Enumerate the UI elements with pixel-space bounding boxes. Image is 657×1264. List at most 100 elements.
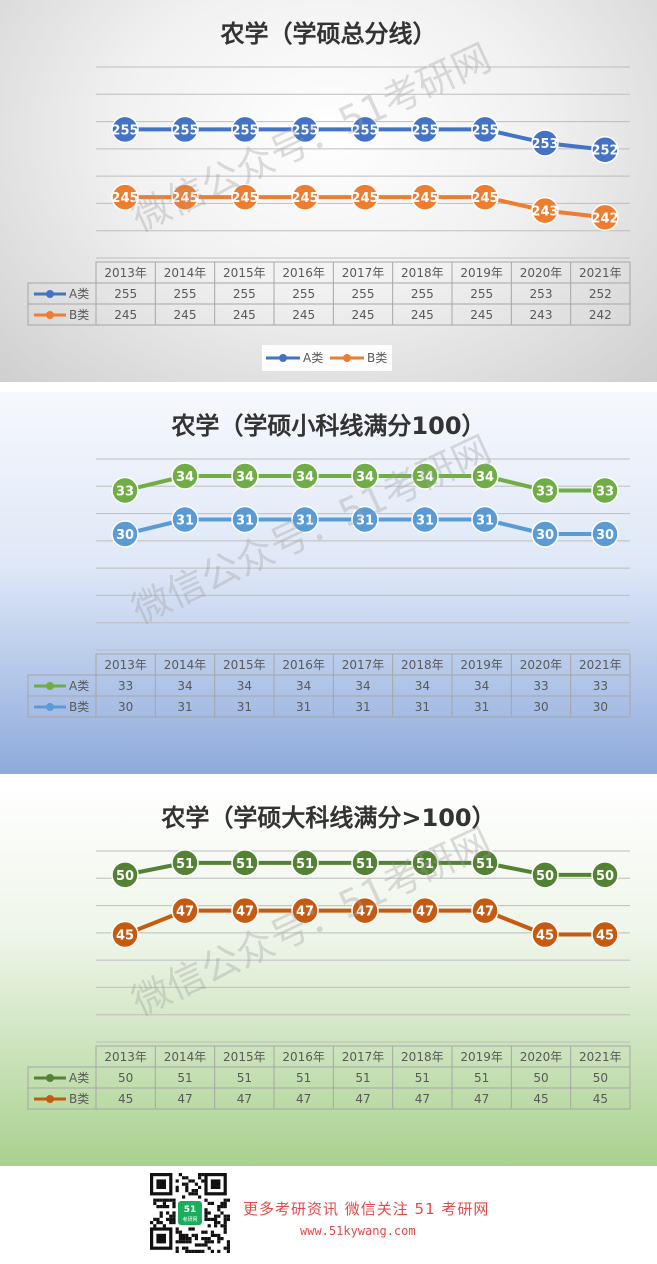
qr-module [217, 1221, 221, 1225]
qr-module [191, 1189, 195, 1193]
table-cell-value: 33 [118, 679, 133, 693]
data-label: 30 [596, 528, 614, 543]
qr-module [217, 1237, 221, 1241]
data-label: 51 [356, 857, 374, 872]
series-key-marker [46, 703, 54, 711]
qr-module [220, 1224, 224, 1228]
qr-module [198, 1173, 202, 1177]
x-tick-label: 2021年 [579, 266, 622, 280]
qr-module [223, 1227, 227, 1231]
table-cell-value: 51 [474, 1071, 489, 1085]
data-label: 51 [476, 857, 494, 872]
qr-module [156, 1198, 160, 1202]
qr-module [204, 1240, 208, 1244]
data-label: 245 [291, 191, 318, 206]
footer-website-link[interactable]: www.51kywang.com [300, 1224, 416, 1238]
data-point [471, 462, 499, 490]
legend-label: B类 [367, 351, 387, 365]
chart-svg: 农学（学硕大科线满分>100） 50 51 51 51 51 51 51 50 50 45 47 47 4… [27, 804, 631, 1110]
qr-module [194, 1233, 198, 1237]
data-point [291, 849, 319, 877]
qr-module [207, 1224, 211, 1228]
data-point [591, 920, 619, 949]
data-label: 47 [236, 905, 254, 920]
x-tick-label: 2018年 [401, 266, 444, 280]
table-row [27, 695, 631, 718]
data-point [591, 520, 619, 548]
qr-module [214, 1221, 218, 1225]
qr-module [223, 1205, 227, 1209]
qr-badge-subtext: 考研网 [182, 1217, 197, 1223]
data-point [111, 115, 139, 144]
data-label: 45 [116, 929, 134, 944]
data-point [111, 920, 139, 949]
qr-module [166, 1211, 170, 1215]
x-tick-label: 2016年 [282, 658, 325, 672]
legend-key-marker [279, 354, 287, 362]
x-tick-label: 2015年 [223, 1050, 266, 1064]
series-name: B类 [69, 700, 89, 714]
data-point [411, 183, 439, 211]
qr-module [169, 1214, 173, 1218]
qr-code[interactable]: 51 考研网 [150, 1173, 230, 1253]
qr-module [194, 1192, 198, 1196]
data-point [231, 896, 259, 925]
qr-module [194, 1249, 198, 1253]
data-label: 31 [236, 514, 254, 529]
data-label: 31 [296, 514, 314, 529]
qr-module [214, 1217, 218, 1221]
qr-module [217, 1205, 221, 1209]
table-cell-value: 50 [118, 1071, 133, 1085]
qr-module [204, 1214, 208, 1218]
qr-module [214, 1214, 218, 1218]
data-point [111, 861, 139, 889]
qr-module [185, 1246, 189, 1250]
data-label: 34 [176, 470, 194, 485]
data-label: 34 [416, 470, 434, 485]
table-cell-value: 245 [233, 308, 256, 322]
x-tick-label: 2020年 [520, 1050, 563, 1064]
qr-module [159, 1221, 163, 1225]
legend-label: A类 [303, 351, 323, 365]
qr-module [188, 1179, 192, 1183]
table-cell-value: 245 [470, 308, 493, 322]
table-cell-value: 34 [474, 679, 489, 693]
data-table: 2013年 2014年 2015年 2016年 2017年 2018年 2019年 2020年… [27, 1045, 631, 1110]
qr-module [185, 1189, 189, 1193]
qr-module [210, 1230, 214, 1234]
qr-module [207, 1201, 211, 1205]
qr-module [223, 1221, 227, 1225]
qr-module [198, 1185, 202, 1189]
data-label: 51 [296, 857, 314, 872]
x-tick-label: 2013年 [104, 658, 147, 672]
table-cell-value: 51 [237, 1071, 252, 1085]
qr-module [159, 1211, 163, 1215]
table-cell-value: 34 [355, 679, 370, 693]
table-cell-value: 31 [296, 700, 311, 714]
data-label: 245 [111, 191, 138, 206]
data-point [111, 520, 139, 548]
table-cell-value: 51 [355, 1071, 370, 1085]
data-point [171, 183, 199, 211]
qr-module [194, 1237, 198, 1241]
data-label: 33 [536, 485, 554, 500]
qr-module [226, 1249, 230, 1253]
qr-finder [156, 1179, 166, 1189]
data-point [111, 476, 139, 505]
data-point [351, 505, 379, 534]
data-point [291, 505, 319, 534]
series-name: B类 [69, 1092, 89, 1106]
qr-module [220, 1205, 224, 1209]
data-label: 245 [411, 191, 438, 206]
qr-module [204, 1230, 208, 1234]
qr-module [150, 1221, 154, 1225]
table-cell-value: 47 [355, 1092, 370, 1106]
data-point [591, 135, 619, 164]
qr-module [159, 1198, 163, 1202]
qr-module [198, 1176, 202, 1180]
qr-module [178, 1240, 182, 1244]
qr-module [156, 1217, 160, 1221]
qr-module [191, 1179, 195, 1183]
table-cell-value: 255 [352, 287, 375, 301]
x-tick-label: 2019年 [460, 266, 503, 280]
